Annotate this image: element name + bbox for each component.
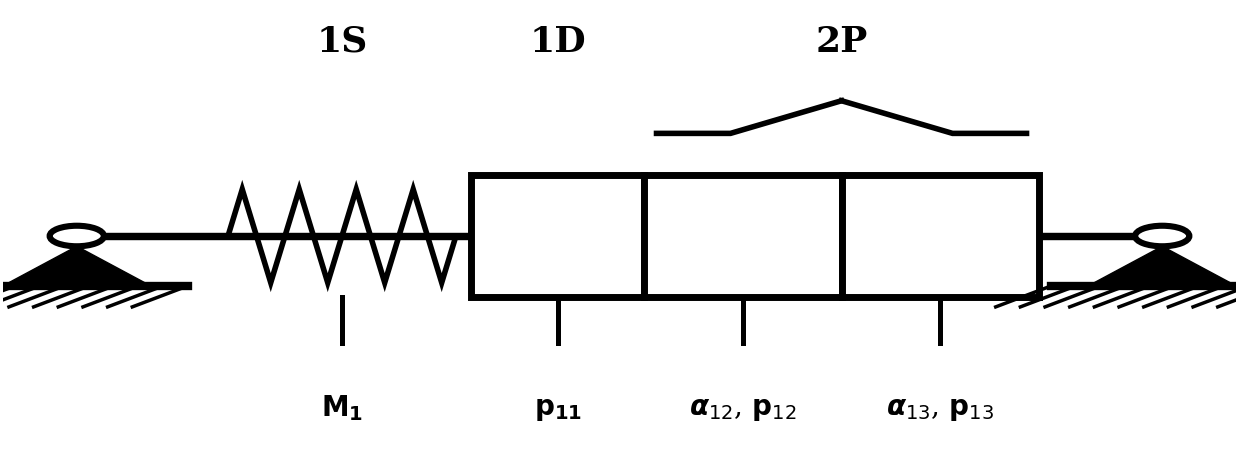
Text: 1D: 1D	[529, 25, 586, 59]
FancyBboxPatch shape	[472, 176, 644, 296]
Text: 2P: 2P	[815, 25, 867, 59]
Polygon shape	[1088, 246, 1237, 286]
FancyBboxPatch shape	[644, 176, 841, 296]
FancyBboxPatch shape	[841, 176, 1038, 296]
Text: $\boldsymbol{\alpha}_{12}$, $\mathbf{p}_{12}$: $\boldsymbol{\alpha}_{12}$, $\mathbf{p}_…	[689, 396, 797, 422]
Text: $\mathbf{p_{11}}$: $\mathbf{p_{11}}$	[534, 396, 582, 422]
Polygon shape	[2, 246, 151, 286]
Text: 1S: 1S	[316, 25, 368, 59]
Text: $\boldsymbol{\alpha}_{13}$, $\mathbf{p}_{13}$: $\boldsymbol{\alpha}_{13}$, $\mathbf{p}_…	[886, 396, 994, 422]
Text: $\mathbf{M_1}$: $\mathbf{M_1}$	[321, 393, 363, 422]
